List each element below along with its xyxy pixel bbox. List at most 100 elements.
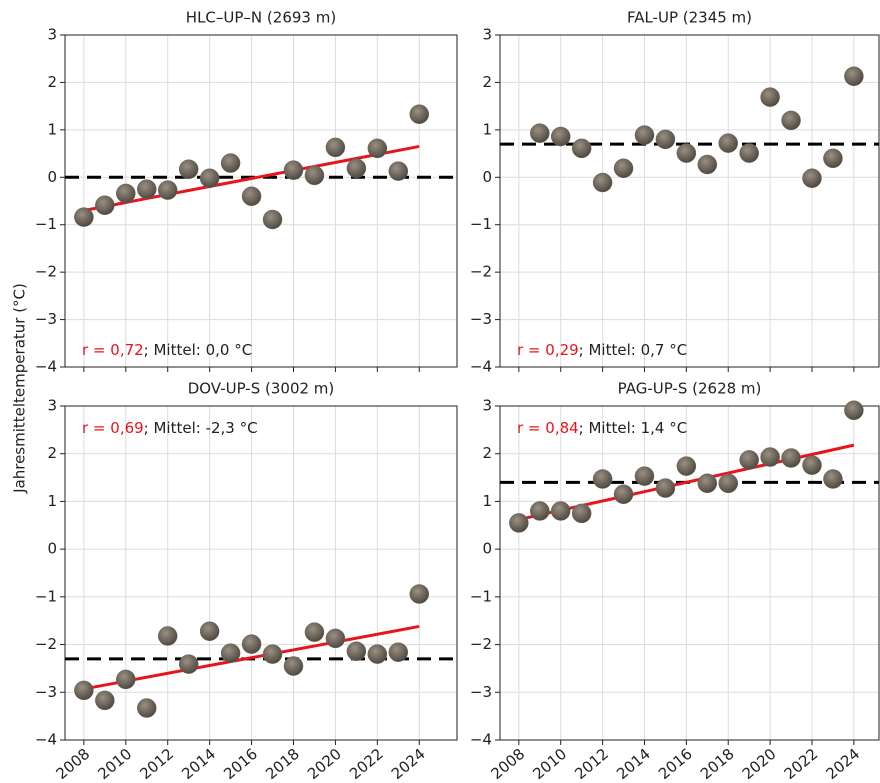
x-tick-label: 2018 — [262, 745, 303, 783]
annotation-mean: ; Mittel: 0,0 °C — [144, 341, 253, 359]
y-axis-label: Jahresmitteltemperatur (°C) — [11, 283, 29, 494]
point — [137, 699, 156, 718]
x-tick-label: 2016 — [655, 745, 696, 783]
panel-title: HLC–UP–N (2693 m) — [186, 9, 336, 27]
point — [802, 169, 821, 188]
y-tick-label: −3 — [470, 683, 492, 701]
annotation-r: r = 0,84 — [517, 419, 579, 437]
plot-frame — [65, 406, 457, 740]
annotation-r: r = 0,72 — [82, 341, 144, 359]
point — [802, 456, 821, 475]
y-tick-label: 0 — [482, 168, 492, 186]
x-tick-label: 2010 — [94, 745, 135, 783]
x-tick-label: 2020 — [304, 745, 345, 783]
y-tick-label: −2 — [470, 635, 492, 653]
y-tick-label: 2 — [47, 444, 57, 462]
y-tick-label: 0 — [482, 540, 492, 558]
point — [158, 181, 177, 200]
y-tick-label: −1 — [35, 587, 57, 605]
panel-title: DOV-UP-S (3002 m) — [188, 380, 335, 398]
annotation: r = 0,84; Mittel: 1,4 °C — [517, 419, 687, 437]
y-tick-label: 2 — [47, 73, 57, 91]
point — [698, 474, 717, 493]
point — [551, 501, 570, 520]
point — [761, 88, 780, 107]
point — [368, 645, 387, 664]
y-tick-label: 3 — [47, 397, 57, 415]
panel-title: FAL-UP (2345 m) — [627, 9, 752, 27]
point — [326, 138, 345, 157]
point — [389, 162, 408, 181]
point — [593, 173, 612, 192]
y-tick-label: −3 — [35, 683, 57, 701]
annotation-mean: ; Mittel: 0,7 °C — [579, 341, 688, 359]
x-tick-label: 2008 — [53, 745, 94, 783]
point — [116, 184, 135, 203]
y-tick-label: 1 — [47, 492, 57, 510]
y-tick-label: −4 — [35, 731, 57, 749]
point — [284, 657, 303, 676]
point — [782, 111, 801, 130]
point — [221, 154, 240, 173]
point — [74, 681, 93, 700]
point — [200, 169, 219, 188]
x-tick-label: 2008 — [487, 745, 528, 783]
y-tick-label: 1 — [482, 120, 492, 138]
y-tick-label: −2 — [35, 263, 57, 281]
point — [719, 474, 738, 493]
annotation: r = 0,72; Mittel: 0,0 °C — [82, 341, 252, 359]
point — [593, 470, 612, 489]
point — [761, 448, 780, 467]
point — [719, 134, 738, 153]
point — [551, 127, 570, 146]
point — [368, 139, 387, 158]
panel-title: PAG-UP-S (2628 m) — [618, 380, 762, 398]
point — [614, 485, 633, 504]
point — [677, 144, 696, 163]
y-tick-label: −4 — [470, 358, 492, 376]
annotation-r: r = 0,29 — [517, 341, 579, 359]
annotation-r: r = 0,69 — [82, 419, 144, 437]
point — [740, 450, 759, 469]
point — [179, 655, 198, 674]
point — [347, 159, 366, 178]
point — [530, 501, 549, 520]
point — [656, 479, 675, 498]
y-tick-label: −1 — [470, 215, 492, 233]
point — [326, 629, 345, 648]
x-tick-label: 2010 — [529, 745, 570, 783]
point — [656, 130, 675, 149]
point — [221, 644, 240, 663]
point — [844, 67, 863, 86]
point — [410, 584, 429, 603]
point — [572, 504, 591, 523]
point — [347, 642, 366, 661]
point — [179, 160, 198, 179]
annotation-mean: ; Mittel: 1,4 °C — [579, 419, 688, 437]
y-tick-label: −3 — [35, 310, 57, 328]
y-tick-label: 2 — [482, 444, 492, 462]
point — [823, 149, 842, 168]
x-tick-label: 2018 — [697, 745, 738, 783]
x-tick-label: 2022 — [346, 745, 387, 783]
point — [305, 166, 324, 185]
point — [284, 161, 303, 180]
point — [614, 159, 633, 178]
annotation: r = 0,29; Mittel: 0,7 °C — [517, 341, 687, 359]
y-tick-label: 3 — [47, 26, 57, 44]
y-tick-label: −1 — [35, 215, 57, 233]
y-tick-label: −2 — [470, 263, 492, 281]
x-tick-label: 2020 — [739, 745, 780, 783]
y-tick-label: −4 — [470, 731, 492, 749]
point — [530, 124, 549, 143]
point — [635, 126, 654, 145]
y-tick-label: 1 — [482, 492, 492, 510]
point — [137, 180, 156, 199]
point — [242, 187, 261, 206]
y-tick-label: 3 — [482, 26, 492, 44]
point — [389, 643, 408, 662]
y-tick-label: 2 — [482, 73, 492, 91]
plot-frame — [500, 35, 879, 367]
point — [242, 635, 261, 654]
x-tick-label: 2016 — [220, 745, 261, 783]
